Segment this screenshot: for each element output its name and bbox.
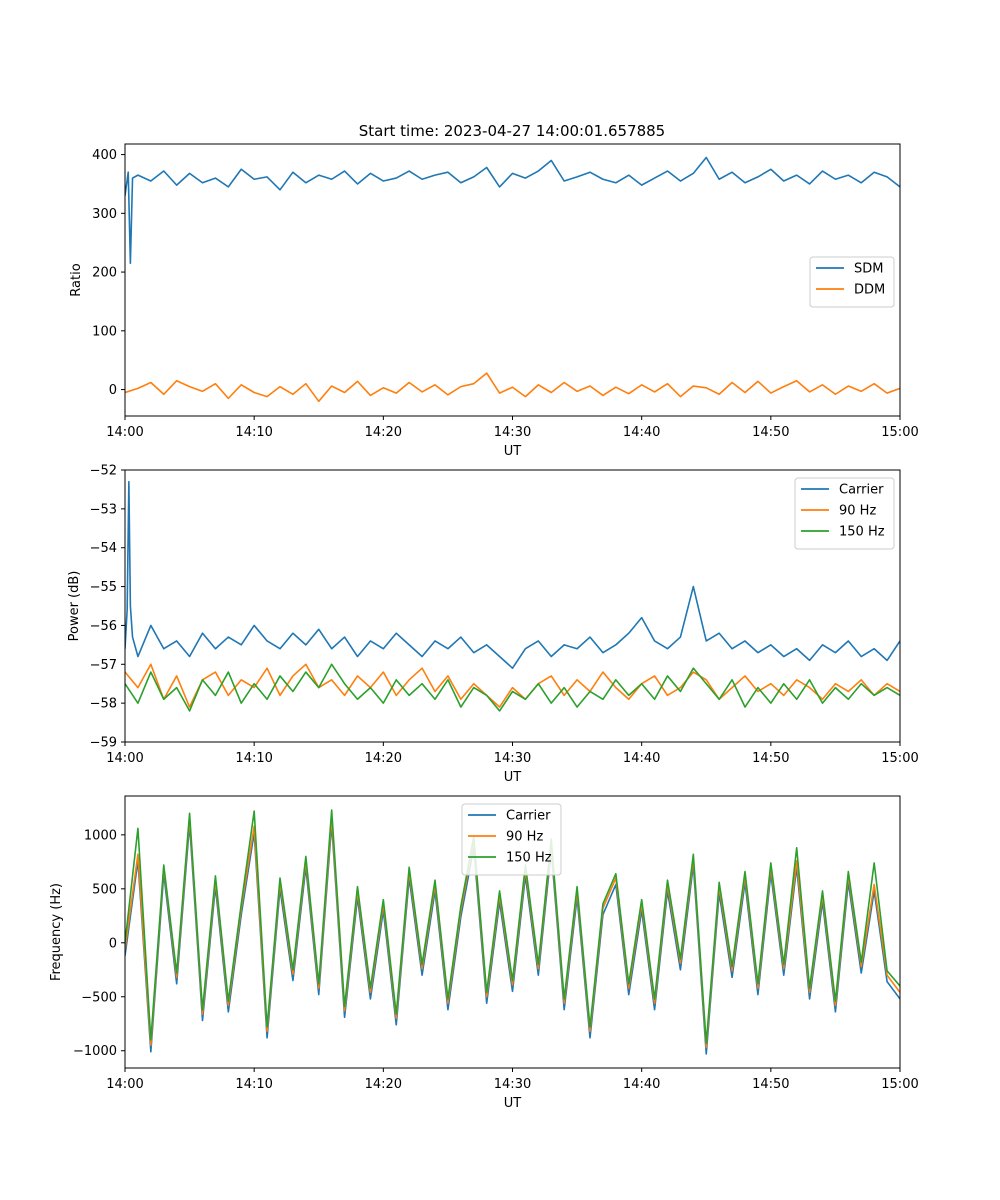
y-tick-label: −56 bbox=[90, 619, 117, 634]
y-tick-label: −57 bbox=[90, 658, 117, 673]
y-tick-label: 100 bbox=[92, 324, 117, 339]
legend-label: Carrier bbox=[506, 809, 551, 824]
y-tick-label: −52 bbox=[90, 464, 117, 479]
x-tick-label: 14:00 bbox=[106, 425, 143, 440]
x-tick-label: 14:20 bbox=[365, 751, 402, 766]
x-tick-label: 14:10 bbox=[235, 425, 272, 440]
figure-title: Start time: 2023-04-27 14:00:01.657885 bbox=[359, 122, 665, 140]
series-line-carrier bbox=[125, 480, 900, 669]
y-tick-label: −55 bbox=[90, 580, 117, 595]
series-line-90-hz bbox=[125, 663, 900, 708]
x-tick-label: 14:50 bbox=[752, 425, 789, 440]
y-axis-label: Ratio bbox=[69, 263, 84, 296]
legend-label: 90 Hz bbox=[506, 830, 543, 845]
legend-label: 150 Hz bbox=[839, 525, 885, 540]
x-tick-label: 14:30 bbox=[494, 751, 531, 766]
panel-2: 14:00 14:10 14:20 14:30 14:40 14:50 15:00 −52 −5… bbox=[67, 464, 919, 786]
panels: 14:00 14:10 14:20 14:30 14:40 14:50 15:00 0 100 2… bbox=[49, 143, 919, 1111]
y-tick-label: 1000 bbox=[84, 828, 117, 843]
y-axis-label: Frequency (Hz) bbox=[49, 883, 64, 981]
y-tick-label: −500 bbox=[81, 990, 117, 1005]
y-tick-label: 0 bbox=[109, 936, 117, 951]
x-tick-label: 14:20 bbox=[365, 1077, 402, 1092]
y-tick-label: 0 bbox=[109, 383, 117, 398]
x-tick-label: 14:50 bbox=[752, 1077, 789, 1092]
y-tick-label: −54 bbox=[90, 541, 117, 556]
y-axis-label: Power (dB) bbox=[67, 571, 82, 642]
x-axis-label: UT bbox=[504, 770, 522, 785]
y-tick-label: −53 bbox=[90, 502, 117, 517]
x-tick-label: 15:00 bbox=[881, 425, 918, 440]
x-tick-label: 14:40 bbox=[623, 425, 660, 440]
legend-label: 150 Hz bbox=[506, 851, 552, 866]
series-line-150-hz bbox=[125, 809, 900, 1044]
y-tick-label: 300 bbox=[92, 207, 117, 222]
x-tick-label: 14:00 bbox=[106, 1077, 143, 1092]
x-tick-label: 15:00 bbox=[881, 1077, 918, 1092]
x-tick-label: 14:30 bbox=[494, 1077, 531, 1092]
x-tick-label: 14:20 bbox=[365, 425, 402, 440]
x-tick-label: 14:10 bbox=[235, 1077, 272, 1092]
x-tick-label: 14:10 bbox=[235, 751, 272, 766]
legend: Carrier 90 Hz 150 Hz bbox=[794, 477, 895, 550]
y-tick-label: −58 bbox=[90, 697, 117, 712]
y-tick-label: −59 bbox=[90, 736, 117, 751]
series-line-150-hz bbox=[125, 663, 900, 712]
x-tick-label: 14:30 bbox=[494, 425, 531, 440]
legend: SDM DDM bbox=[809, 256, 895, 308]
legend: Carrier 90 Hz 150 Hz bbox=[461, 803, 562, 876]
legend-label: 90 Hz bbox=[839, 504, 876, 519]
legend-label: Carrier bbox=[839, 483, 884, 498]
y-tick-label: 500 bbox=[92, 882, 117, 897]
legend-box bbox=[809, 256, 895, 308]
x-tick-label: 14:40 bbox=[623, 1077, 660, 1092]
x-tick-label: 14:00 bbox=[106, 751, 143, 766]
x-tick-label: 14:50 bbox=[752, 751, 789, 766]
y-tick-label: 400 bbox=[92, 148, 117, 163]
panel-3: 14:00 14:10 14:20 14:30 14:40 14:50 15:00 1000 5… bbox=[49, 795, 919, 1111]
series-line-sdm bbox=[125, 156, 900, 265]
legend-label: SDM bbox=[854, 262, 883, 277]
x-tick-label: 15:00 bbox=[881, 751, 918, 766]
x-axis-label: UT bbox=[504, 1096, 522, 1111]
x-axis-label: UT bbox=[504, 444, 522, 459]
y-tick-label: 200 bbox=[92, 266, 117, 281]
legend-label: DDM bbox=[854, 283, 885, 298]
series-line-ddm bbox=[125, 372, 900, 403]
y-tick-label: −1000 bbox=[73, 1044, 117, 1059]
x-tick-label: 14:40 bbox=[623, 751, 660, 766]
panel-1: 14:00 14:10 14:20 14:30 14:40 14:50 15:00 0 100 2… bbox=[69, 143, 919, 459]
